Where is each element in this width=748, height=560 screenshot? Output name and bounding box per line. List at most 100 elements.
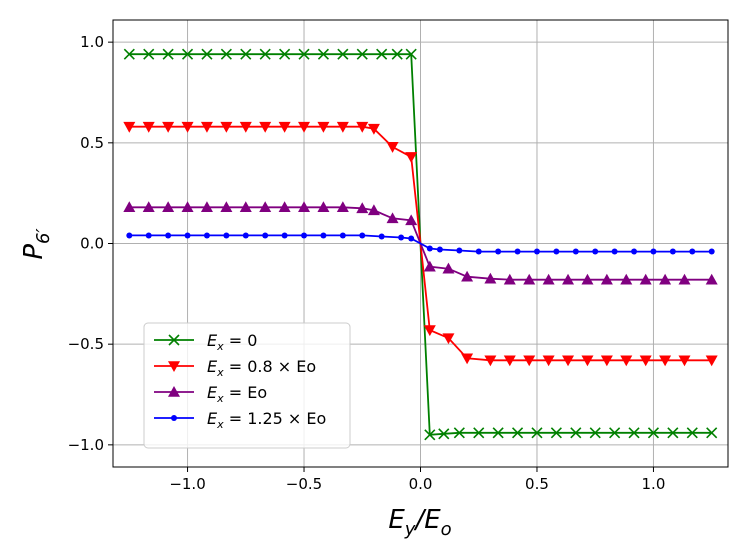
data-point-stroke <box>391 48 403 60</box>
data-point <box>391 48 403 60</box>
data-point <box>426 245 433 252</box>
data-point-stroke <box>453 427 465 439</box>
data-point <box>359 232 366 239</box>
data-point <box>142 121 155 133</box>
x-axis-label-rest: /E <box>413 505 441 535</box>
data-point <box>572 248 579 255</box>
series-1 <box>123 121 718 367</box>
data-point-stroke <box>143 48 155 60</box>
legend-entry-3: Ex = 1.25 × Eo <box>154 409 326 431</box>
data-point <box>686 427 698 439</box>
data-point <box>461 353 474 365</box>
series-2 <box>123 201 718 285</box>
data-point <box>706 427 718 439</box>
data-point <box>162 121 175 133</box>
y-axis-label-sub: 6′ <box>33 228 54 244</box>
data-point-stroke <box>220 48 232 60</box>
data-point <box>259 121 272 133</box>
data-point <box>220 201 233 213</box>
data-point <box>123 121 136 133</box>
data-point <box>424 429 436 441</box>
data-point-stroke <box>356 48 368 60</box>
data-point <box>553 248 560 255</box>
legend-marker-stroke <box>168 334 180 346</box>
legend-label-main: E <box>207 383 218 402</box>
data-point <box>339 232 346 239</box>
data-point <box>386 142 399 153</box>
legend-label-main: E <box>207 331 218 350</box>
data-point <box>220 121 233 133</box>
data-point <box>239 121 252 133</box>
data-point <box>669 248 676 255</box>
data-point <box>436 246 443 253</box>
data-point-stroke <box>609 427 621 439</box>
data-point <box>611 248 618 255</box>
data-point-stroke <box>492 427 504 439</box>
data-point <box>514 248 521 255</box>
data-point-stroke <box>628 427 640 439</box>
series-layer <box>123 48 718 441</box>
data-point <box>298 121 311 133</box>
x-axis-label-sub2: o <box>441 519 452 540</box>
y-axis-label-main: P <box>19 244 49 260</box>
data-point <box>531 427 543 439</box>
y-tick-label: 0.5 <box>80 134 104 152</box>
series-3 <box>126 232 715 255</box>
data-point <box>336 121 349 133</box>
data-point <box>181 48 194 60</box>
data-point-stroke <box>123 48 135 60</box>
data-point <box>184 232 191 239</box>
y-tick-label: −0.5 <box>68 335 104 353</box>
data-point <box>367 204 380 216</box>
data-point <box>162 48 174 60</box>
data-point-stroke <box>706 427 718 439</box>
y-tick-label: 1.0 <box>80 33 104 51</box>
data-point-stroke <box>405 48 417 60</box>
legend-label: Ex = 0 <box>207 331 257 353</box>
x-tick-label: 0.5 <box>525 475 549 493</box>
data-point <box>609 427 621 439</box>
data-point <box>475 248 482 255</box>
data-point <box>620 273 633 285</box>
legend-label: Ex = 0.8 × Eo <box>207 357 316 379</box>
data-point <box>453 427 465 439</box>
data-point <box>162 201 175 213</box>
y-axis-label: P6′ <box>19 228 54 259</box>
data-point <box>142 201 155 213</box>
x-tick-label: 0.0 <box>409 475 433 493</box>
data-point <box>298 201 311 213</box>
data-point <box>126 232 133 239</box>
ticks: −1.0 −0.5 0.0 0.5 1.0 −1.0 −0.5 0.0 0.5 1.0 <box>68 33 666 493</box>
legend-marker <box>171 415 177 421</box>
data-point-stroke <box>201 48 213 60</box>
legend-label-sub: x <box>216 392 224 405</box>
data-point <box>628 427 640 439</box>
data-point-stroke <box>589 427 601 439</box>
data-point <box>438 428 450 440</box>
y-tick-label: 0.0 <box>80 235 104 253</box>
data-point <box>317 48 329 60</box>
data-point <box>301 232 308 239</box>
data-point-stroke <box>550 427 562 439</box>
data-point <box>423 260 436 272</box>
data-point <box>356 202 369 214</box>
data-point <box>378 233 385 240</box>
data-point <box>667 427 679 439</box>
legend-marker <box>168 361 180 372</box>
legend-entry-0: Ex = 0 <box>154 331 257 353</box>
data-point <box>181 201 194 213</box>
data-point <box>317 201 330 213</box>
legend-label-sub: x <box>216 340 224 353</box>
data-point <box>405 48 417 60</box>
data-point <box>705 355 718 367</box>
data-point <box>278 121 291 133</box>
data-point <box>336 201 349 213</box>
data-point <box>279 48 291 60</box>
series-line <box>129 234 712 253</box>
data-point <box>317 121 330 133</box>
x-tick-label: −0.5 <box>286 475 322 493</box>
data-point <box>405 214 418 226</box>
data-point <box>620 355 633 367</box>
